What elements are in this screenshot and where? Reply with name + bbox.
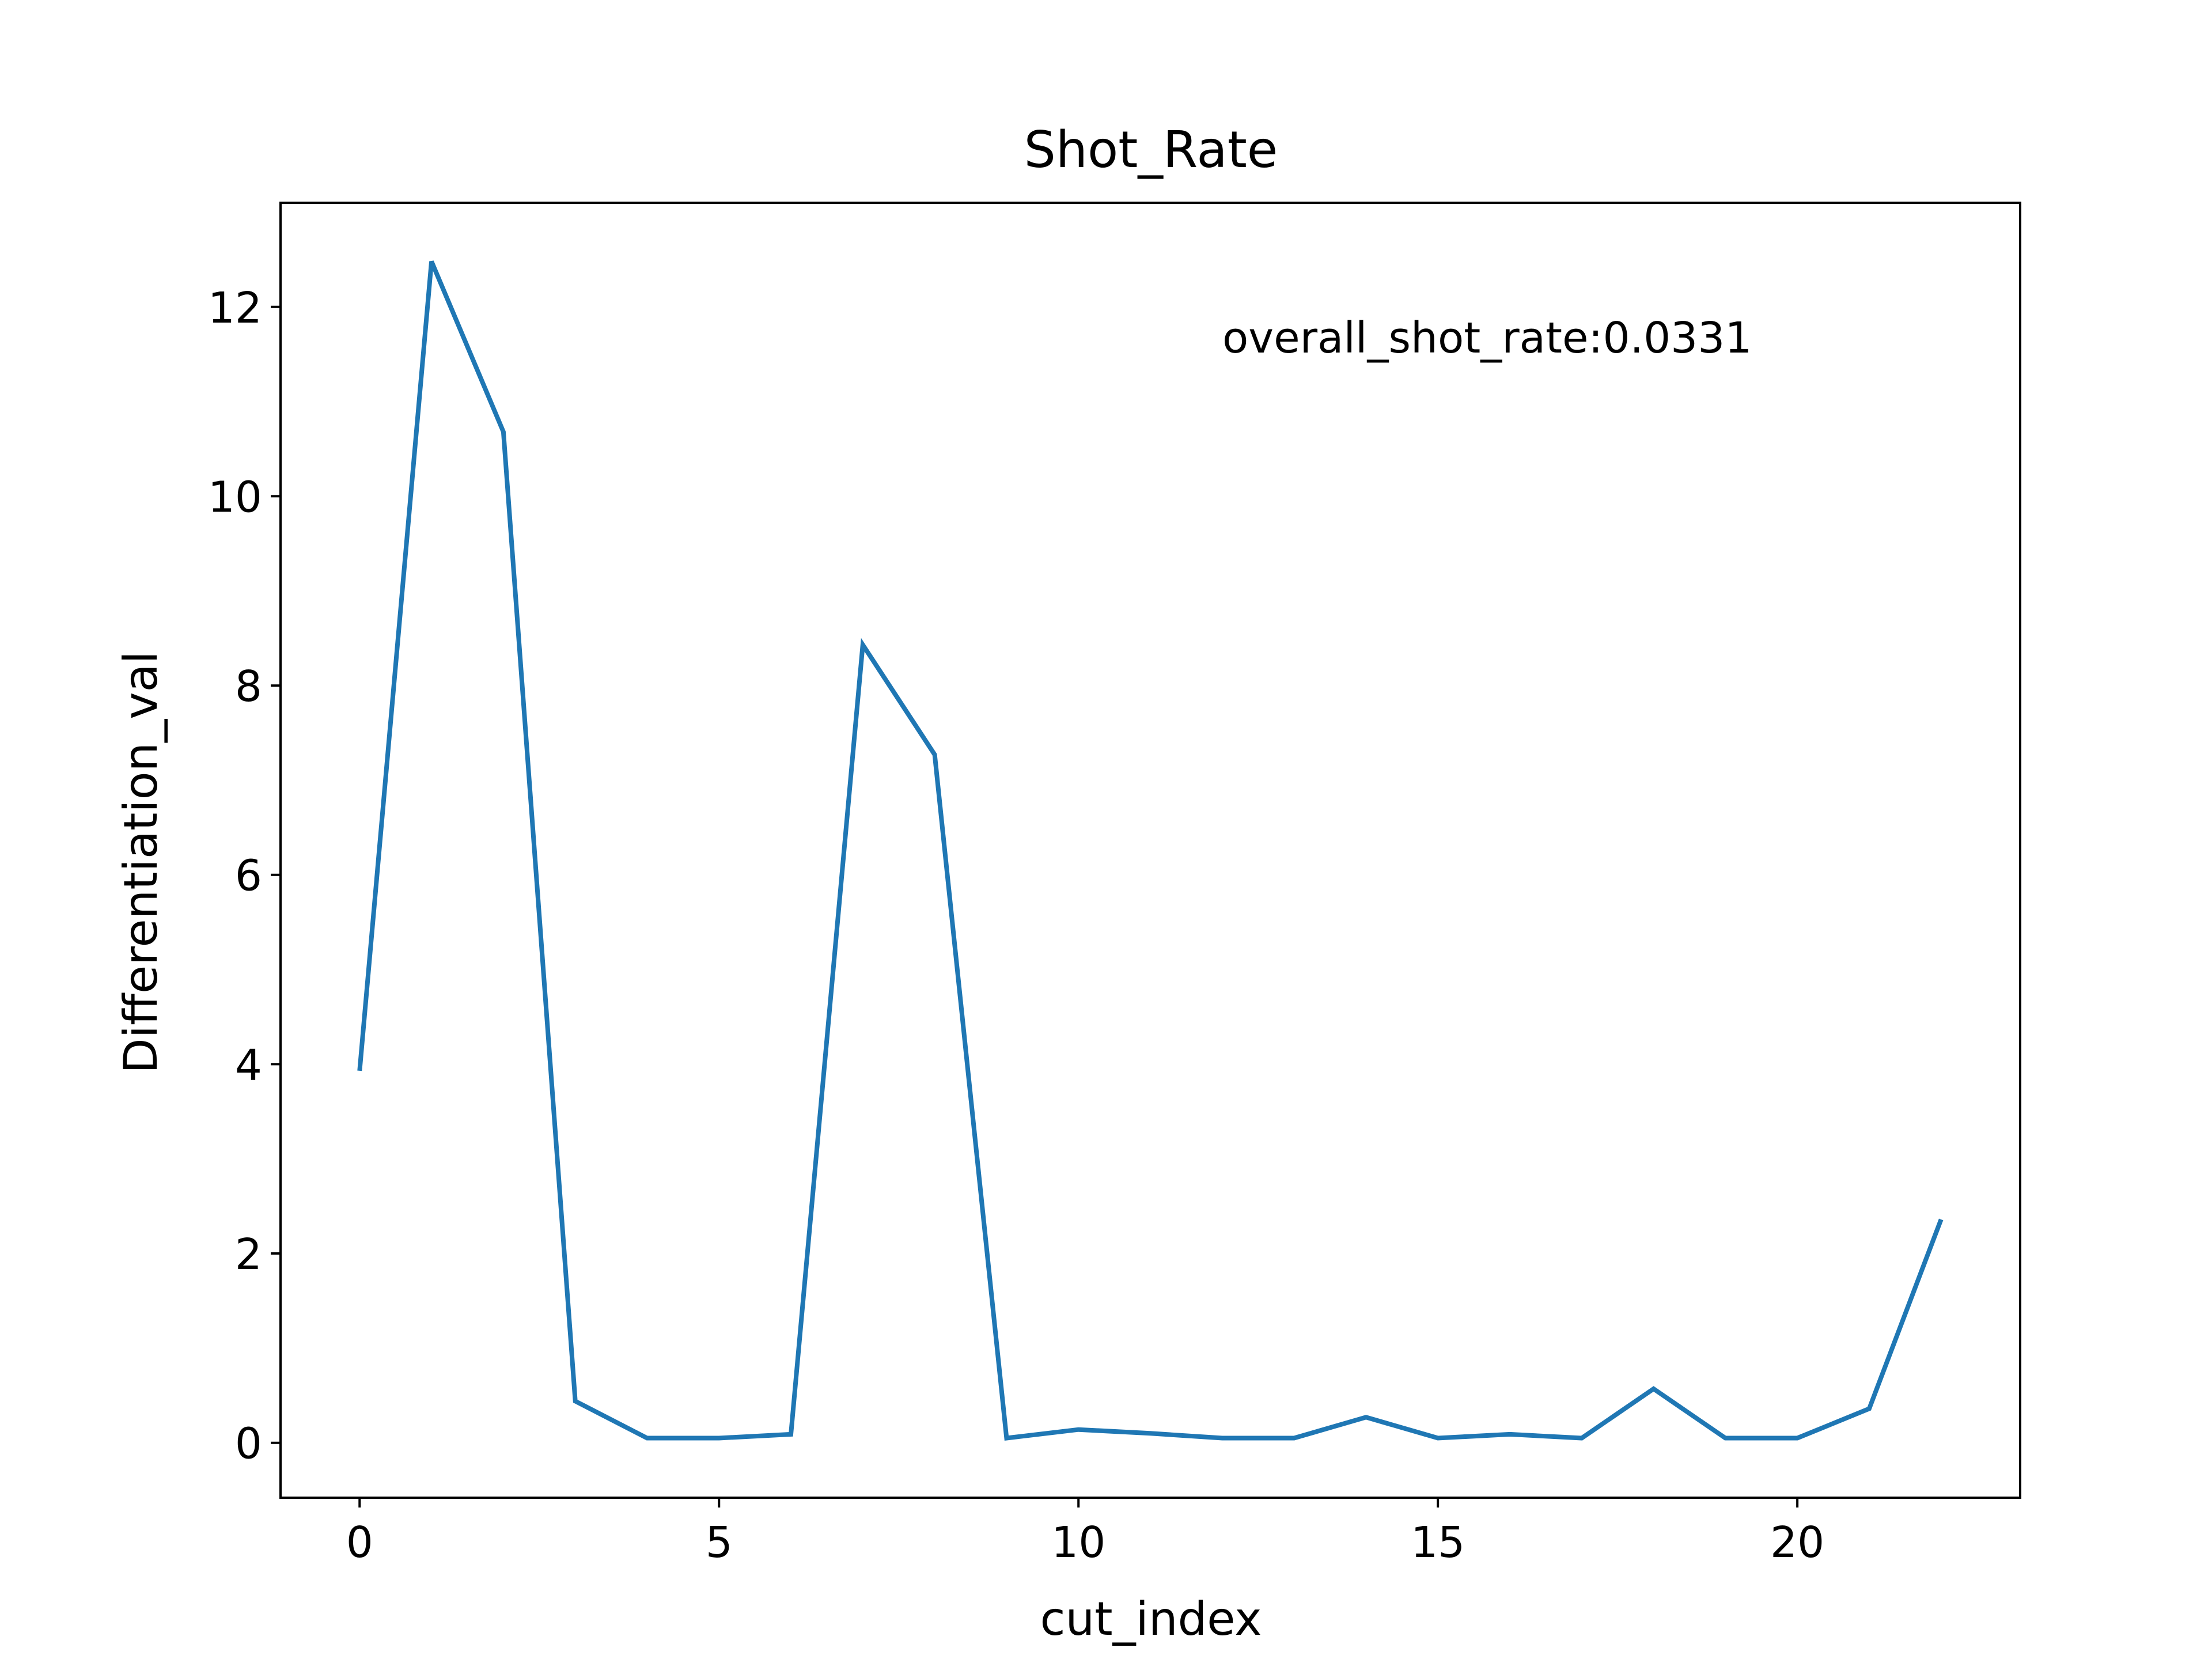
x-tick-label: 0 <box>346 1518 373 1567</box>
x-axis-label: cut_index <box>1040 1592 1262 1646</box>
x-tick-label: 15 <box>1411 1518 1465 1567</box>
y-tick-label: 6 <box>235 851 262 901</box>
y-tick-label: 2 <box>235 1230 262 1279</box>
x-tick-label: 5 <box>706 1518 733 1567</box>
plot-area: 0 5 10 15 20 0 2 4 6 8 10 12 <box>208 202 2021 1567</box>
y-tick-label: 12 <box>208 283 262 333</box>
y-axis-label: Differentiation_val <box>114 651 168 1074</box>
y-tick-label: 0 <box>235 1419 262 1469</box>
chart-title: Shot_Rate <box>1024 120 1278 179</box>
x-tick-label: 10 <box>1051 1518 1105 1567</box>
chart-annotation: overall_shot_rate:0.0331 <box>1222 313 1752 363</box>
y-tick-label: 4 <box>235 1040 262 1090</box>
axes-frame <box>279 202 2021 1499</box>
x-tick-label: 20 <box>1770 1518 1824 1567</box>
y-tick-label: 8 <box>235 662 262 711</box>
data-series-line <box>357 260 1944 1441</box>
y-tick-label: 10 <box>208 472 262 522</box>
